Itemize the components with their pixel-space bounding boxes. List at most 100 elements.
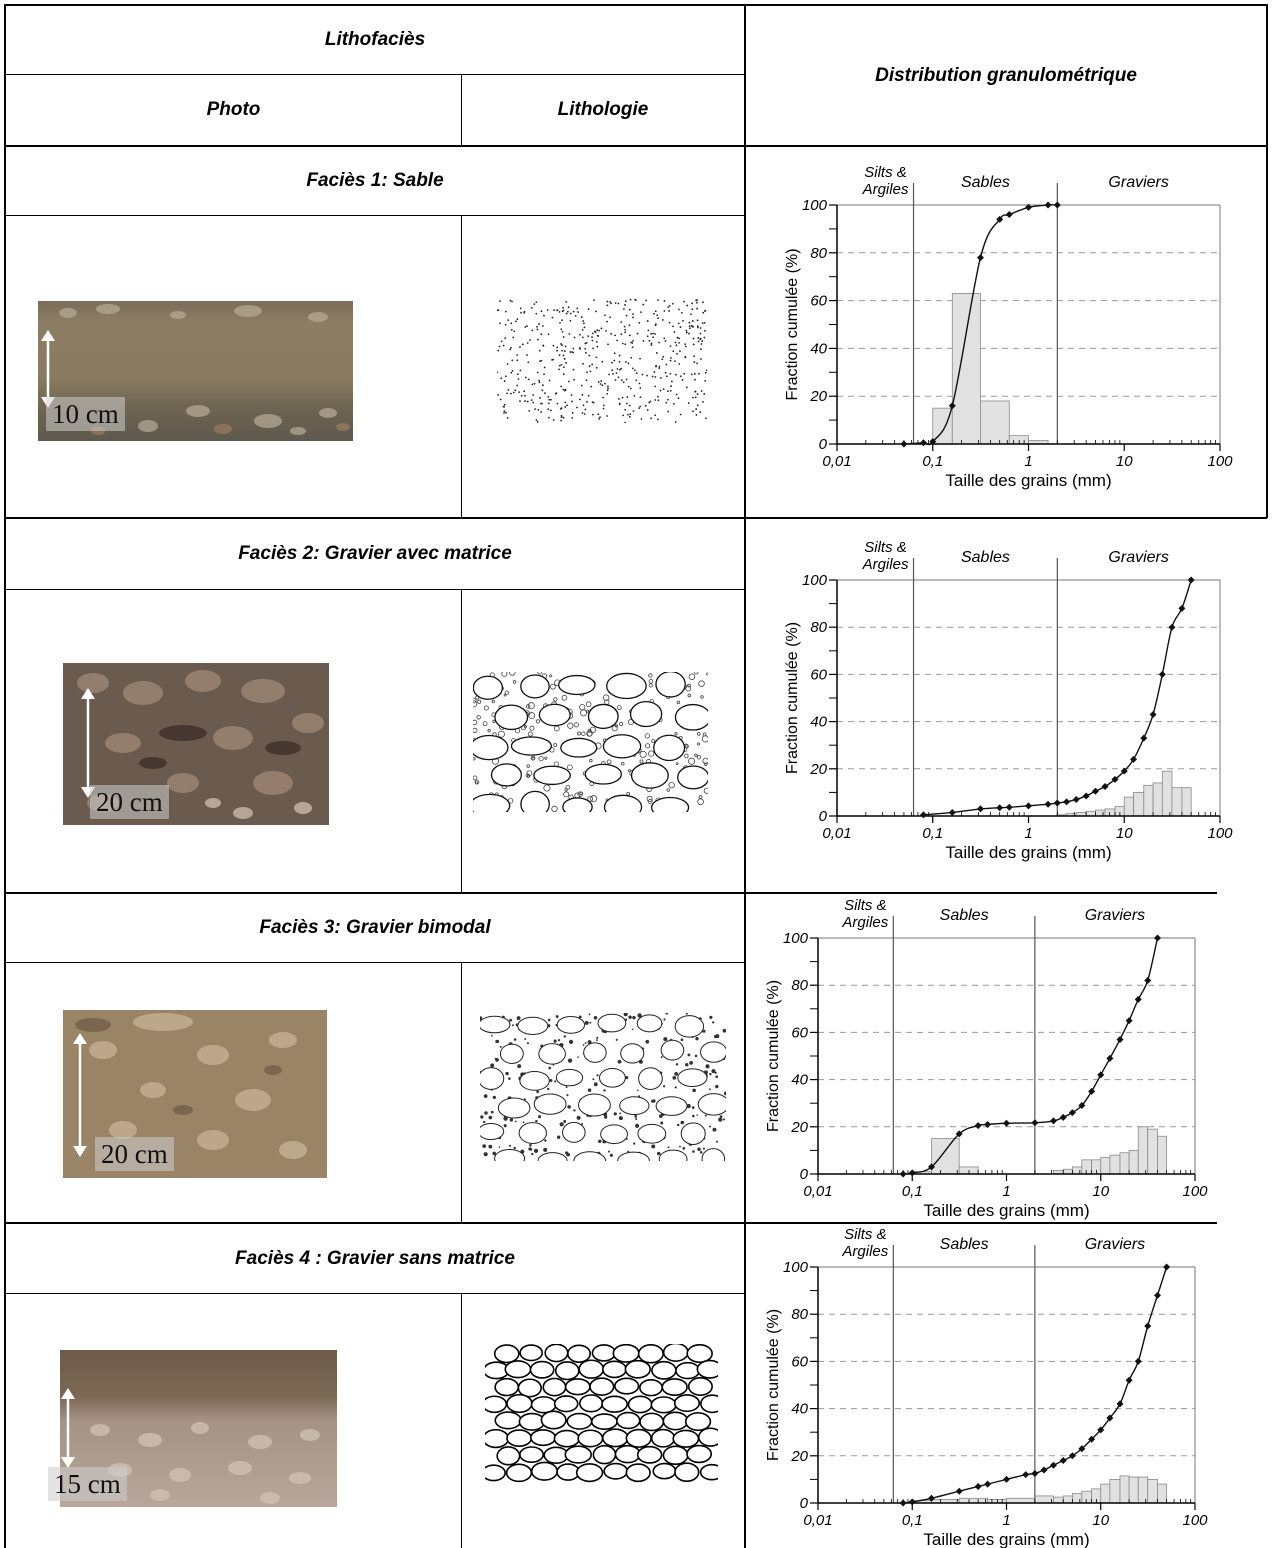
zone-label-argiles: Argiles xyxy=(841,1243,888,1260)
cumulative-point xyxy=(1134,1357,1142,1365)
histogram-bar xyxy=(1147,1478,1158,1504)
y-tick-label: 0 xyxy=(800,1495,809,1512)
cumulative-point xyxy=(1005,211,1013,219)
cumulative-point xyxy=(1163,1263,1171,1271)
histogram-bar xyxy=(1157,1135,1168,1175)
cumulative-point xyxy=(919,439,927,447)
litho-pattern-3 xyxy=(480,1013,726,1161)
y-tick-label: 20 xyxy=(809,761,827,778)
header-distribution: Distribution granulométrique xyxy=(875,64,1137,86)
grain-size-chart-1: 0 20 40 60 80 100 0,01 0,1 1 10 100 Silts &Argiles S… xyxy=(784,164,1233,490)
cumulative-point xyxy=(1106,1414,1114,1422)
zone-label-graviers: Graviers xyxy=(1108,174,1168,191)
cumulative-point xyxy=(1005,803,1013,811)
cumulative-point xyxy=(1072,795,1080,803)
x-tick-label: 0,1 xyxy=(902,1183,923,1200)
zone-label-silts: Silts & xyxy=(864,164,907,181)
cumulative-point xyxy=(1168,623,1176,631)
x-tick-label: 1 xyxy=(1024,825,1032,842)
histogram-bar xyxy=(1128,1149,1139,1175)
x-tick-label: 0,1 xyxy=(922,825,943,842)
cumulative-point xyxy=(996,215,1004,223)
x-tick-label: 0,01 xyxy=(803,1512,832,1529)
y-tick-label: 60 xyxy=(791,1353,808,1370)
cumulative-point xyxy=(927,1494,935,1502)
histogram-bar xyxy=(1143,784,1154,817)
x-tick-label: 10 xyxy=(1116,825,1133,842)
zone-label-silts: Silts & xyxy=(844,897,887,914)
y-tick-label: 100 xyxy=(783,930,809,947)
cumulative-point xyxy=(1063,798,1071,806)
x-tick-label: 100 xyxy=(1207,453,1233,470)
histogram-bar xyxy=(1137,1126,1149,1175)
cumulative-point xyxy=(1078,1102,1086,1110)
cumulative-point xyxy=(1044,800,1052,808)
scale-label-3: 20 cm xyxy=(95,1137,174,1171)
facies-2-title: Faciès 2: Gravier avec matrice xyxy=(238,543,512,564)
cumulative-point xyxy=(1025,802,1032,810)
cumulative-point xyxy=(1101,783,1109,790)
cumulative-point xyxy=(1003,1119,1010,1127)
cumulative-point xyxy=(1022,1471,1030,1479)
cumulative-point xyxy=(919,811,927,819)
histogram-bar xyxy=(1062,1495,1073,1504)
cumulative-point xyxy=(984,1480,992,1488)
y-tick-label: 80 xyxy=(791,1306,808,1323)
litho-pattern-4 xyxy=(485,1344,718,1483)
litho-pattern-1 xyxy=(497,299,707,423)
facies-2-photo xyxy=(63,663,329,825)
x-tick-label: 100 xyxy=(1182,1512,1208,1529)
grain-size-chart-2: 0 20 40 60 80 100 0,01 0,1 1 10 100 Silts &Argiles S… xyxy=(784,539,1233,862)
cumulative-point xyxy=(1003,1475,1010,1483)
cumulative-point xyxy=(908,1498,916,1506)
scale-arrow-4 xyxy=(61,1388,75,1468)
zone-label-graviers: Graviers xyxy=(1085,1236,1145,1253)
x-tick-label: 10 xyxy=(1092,1183,1109,1200)
x-axis-title: Taille des grains (mm) xyxy=(945,471,1111,490)
cumulative-point xyxy=(948,402,956,410)
y-tick-label: 20 xyxy=(809,388,827,405)
cumulative-point xyxy=(1059,1457,1067,1465)
cumulative-point xyxy=(1068,1109,1076,1117)
x-tick-label: 100 xyxy=(1207,825,1233,842)
y-tick-label: 100 xyxy=(802,197,828,214)
histogram-bar xyxy=(1081,1490,1093,1504)
cumulative-point xyxy=(1130,755,1138,763)
cumulative-point xyxy=(1049,1461,1057,1469)
histogram-bar xyxy=(1081,1159,1093,1175)
histogram-bar xyxy=(1181,787,1192,817)
cumulative-point xyxy=(1187,576,1195,584)
cumulative-point xyxy=(1158,670,1166,678)
x-tick-label: 1 xyxy=(1002,1512,1010,1529)
histogram-bar xyxy=(1104,808,1116,817)
y-tick-label: 80 xyxy=(810,245,827,262)
y-tick-label: 60 xyxy=(791,1024,808,1041)
header-lithofacies: Lithofaciès xyxy=(324,29,426,50)
histogram-bar xyxy=(1119,1475,1130,1504)
x-axis-title: Taille des grains (mm) xyxy=(923,1530,1089,1548)
x-tick-label: 0,1 xyxy=(922,453,943,470)
histogram-bar xyxy=(1109,1154,1121,1175)
cumulative-point xyxy=(900,440,908,448)
cumulative-point xyxy=(1059,1113,1067,1121)
y-axis-title: Fraction cumulée (%) xyxy=(765,980,782,1132)
y-tick-label: 0 xyxy=(819,436,828,453)
cumulative-point xyxy=(1097,1426,1105,1434)
histogram-bar xyxy=(980,400,1010,445)
scale-label-2: 20 cm xyxy=(90,785,169,819)
cumulative-point xyxy=(1178,604,1186,612)
histogram-bar xyxy=(1123,796,1134,817)
x-axis-title: Taille des grains (mm) xyxy=(923,1201,1089,1220)
cumulative-point xyxy=(1068,1452,1076,1460)
histogram-bar xyxy=(1119,1152,1130,1175)
cumulative-point xyxy=(948,808,956,816)
zone-label-sables: Sables xyxy=(940,1236,989,1253)
cumulative-point xyxy=(955,1130,963,1138)
cumulative-point xyxy=(1088,1435,1096,1443)
cumulative-point xyxy=(1134,995,1142,1003)
y-tick-label: 40 xyxy=(791,1072,808,1089)
histogram-bar xyxy=(931,1138,960,1175)
facies-1-title: Faciès 1: Sable xyxy=(306,170,444,191)
cumulative-curve xyxy=(903,204,1058,446)
litho-pattern-2 xyxy=(473,672,708,812)
